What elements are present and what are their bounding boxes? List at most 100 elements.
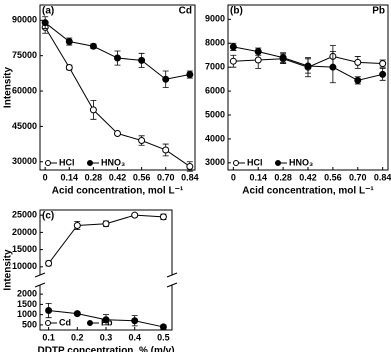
data-point	[131, 211, 139, 219]
data-point	[279, 54, 287, 62]
data-point	[102, 220, 110, 228]
y-axis-title: Intensity	[3, 67, 14, 109]
legend-marker	[87, 320, 93, 326]
x-tick-label: 0.28	[85, 172, 103, 182]
x-tick-label: 0.1	[42, 332, 55, 342]
y-tick-label: 8000	[205, 38, 225, 48]
y-tick-label: 500	[22, 319, 37, 329]
panel-label: (a)	[42, 6, 54, 17]
data-point	[45, 259, 53, 267]
data-point	[45, 307, 53, 315]
x-tick-label: 0.2	[71, 332, 84, 342]
legend-label: HCl	[247, 157, 263, 167]
x-tick-label: 0.5	[157, 332, 170, 342]
data-point	[138, 56, 146, 64]
legend-label: HNO₃	[289, 157, 313, 167]
y-tick-label: 2000	[17, 289, 37, 299]
data-point	[254, 56, 262, 64]
x-tick-label: 0.4	[128, 332, 141, 342]
legend-label: HCl	[59, 157, 75, 167]
y-tick-label: 75000	[12, 50, 37, 60]
y-tick-label: 10000	[12, 261, 37, 271]
plot-frame	[39, 4, 196, 171]
x-tick-label: 0	[231, 172, 236, 182]
data-point	[138, 137, 146, 145]
x-tick-label: 0.70	[349, 172, 367, 182]
y-tick-label: 7000	[205, 62, 225, 72]
y-tick-label: 45000	[12, 121, 37, 131]
data-point	[162, 146, 170, 154]
x-tick-label: 0.14	[61, 172, 79, 182]
data-point	[304, 62, 312, 70]
data-point	[65, 38, 73, 46]
axis-break	[166, 272, 178, 278]
data-point	[65, 63, 73, 71]
y-tick-label: 4000	[205, 133, 225, 143]
y-tick-label: 6000	[205, 85, 225, 95]
data-point	[114, 54, 121, 62]
x-tick-label: 0.3	[100, 332, 113, 342]
data-point	[162, 75, 170, 83]
x-tick-label: 0.84	[374, 172, 391, 182]
legend-label: HNO₃	[101, 157, 125, 167]
y-tick-label: 1500	[17, 299, 37, 309]
x-tick-label: 0.56	[324, 172, 342, 182]
x-tick-label: 0	[43, 172, 48, 182]
x-tick-label: 0.28	[274, 172, 292, 182]
x-axis-title: Acid concentration, mol L⁻¹	[52, 186, 184, 197]
data-point	[229, 57, 237, 65]
y-axis-title: Intensity	[3, 249, 14, 291]
data-point	[89, 106, 97, 114]
y-tick-label: 1000	[17, 309, 37, 319]
data-point	[329, 63, 337, 71]
data-point	[102, 316, 110, 324]
data-point	[114, 129, 121, 137]
data-point	[186, 71, 194, 79]
panel-label: (b)	[230, 6, 243, 17]
y-tick-label: 5000	[205, 109, 225, 119]
legend-marker	[87, 160, 93, 166]
x-tick-label: 0.84	[181, 172, 199, 182]
x-tick-label: 0.56	[133, 172, 151, 182]
data-point	[89, 42, 97, 50]
element-label: Pb	[372, 6, 385, 17]
plot-frame	[227, 4, 389, 171]
y-tick-label: 90000	[12, 15, 37, 25]
axis-break	[34, 272, 46, 278]
axis-break-gap	[36, 275, 44, 285]
x-tick-label: 0.70	[157, 172, 175, 182]
y-tick-label: 30000	[12, 156, 37, 166]
legend-marker	[233, 160, 239, 166]
data-point	[73, 310, 81, 318]
element-label: Cd	[179, 6, 192, 17]
y-tick-label: 9000	[205, 14, 225, 24]
data-point	[229, 43, 237, 51]
data-point	[254, 48, 262, 56]
axis-break	[166, 282, 178, 288]
legend-label: Cd	[59, 317, 71, 327]
data-point	[41, 19, 49, 27]
series-line	[44, 27, 191, 167]
data-point	[186, 162, 194, 170]
legend-label: Pb	[101, 317, 113, 327]
y-tick-label: 3000	[205, 157, 225, 167]
y-tick-label: 25000	[12, 210, 37, 220]
legend-marker	[275, 160, 281, 166]
x-tick-label: 0.14	[249, 172, 267, 182]
data-point	[379, 70, 387, 78]
panel-label: (c)	[42, 211, 54, 222]
x-tick-label: 0.42	[299, 172, 317, 182]
x-axis-title: Acid concentration, mol L⁻¹	[242, 186, 374, 197]
y-tick-label: 20000	[12, 227, 37, 237]
legend-marker	[45, 320, 51, 326]
data-point	[379, 60, 387, 68]
x-tick-label: 0.42	[109, 172, 127, 182]
x-axis-title: DDTP concentration, % (m/v)	[37, 346, 174, 352]
data-point	[131, 317, 139, 325]
y-tick-label: 15000	[12, 244, 37, 254]
legend-marker	[45, 160, 51, 166]
y-tick-label: 60000	[12, 85, 37, 95]
axis-break	[34, 282, 46, 288]
data-point	[73, 222, 81, 229]
